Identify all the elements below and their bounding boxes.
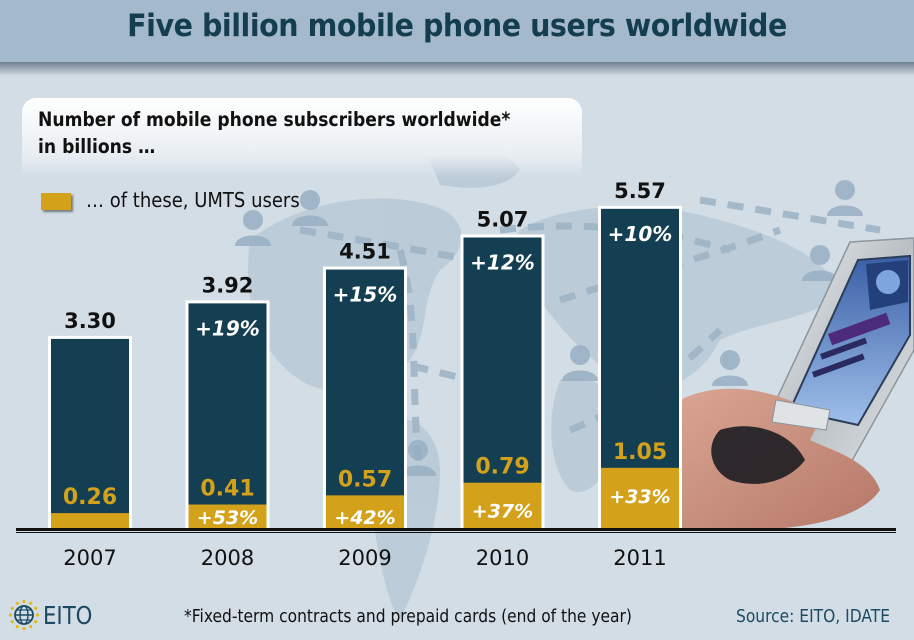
total-value-label-2010: 5.07 [477, 207, 529, 231]
total-value-label-2011: 5.57 [614, 179, 666, 203]
umts-growth-label-2010: +37% [472, 501, 533, 523]
bar-total-2007 [51, 338, 129, 528]
globe-with-stars-icon [8, 599, 40, 631]
umts-value-label-2011: 1.05 [613, 440, 667, 465]
total-value-label-2008: 3.92 [202, 273, 254, 297]
x-tick-label-2010: 2010 [476, 546, 529, 570]
header-shadow [0, 62, 914, 76]
legend-label-umts: … of these, UMTS users [86, 188, 300, 212]
subtitle-line-2: in billions … [38, 135, 156, 158]
total-growth-label-2011: +10% [608, 222, 673, 246]
logo-text: EITO [43, 600, 93, 630]
umts-growth-label-2009: +42% [334, 507, 395, 529]
total-growth-label-2008: +19% [195, 316, 260, 340]
x-tick-label-2009: 2009 [338, 546, 391, 570]
total-growth-label-2009: +15% [333, 283, 398, 307]
eito-logo: EITO [8, 598, 101, 632]
umts-value-label-2009: 0.57 [338, 467, 392, 492]
umts-growth-label-2011: +33% [609, 486, 670, 508]
total-growth-label-2010: +12% [470, 250, 535, 274]
bar-total-2010 [463, 237, 542, 528]
x-axis-line [16, 528, 896, 531]
page-title: Five billion mobile phone users worldwid… [127, 8, 787, 44]
bar-umts-2011 [601, 467, 679, 528]
bar-total-2009 [326, 269, 404, 528]
total-value-label-2007: 3.30 [64, 309, 116, 333]
bar-total-2008 [188, 303, 267, 528]
x-tick-label-2008: 2008 [201, 546, 254, 570]
source-credit: Source: EITO, IDATE [736, 606, 890, 627]
chart-subtitle: Number of mobile phone subscribers world… [38, 106, 510, 160]
x-tick-label-2007: 2007 [63, 546, 116, 570]
x-tick-label-2011: 2011 [613, 546, 666, 570]
umts-value-label-2008: 0.41 [200, 477, 254, 502]
footnote: *Fixed-term contracts and prepaid cards … [184, 606, 632, 627]
bar-umts-2007 [51, 513, 129, 528]
bar-umts-2009 [326, 495, 404, 528]
umts-growth-label-2008: +53% [197, 507, 258, 529]
header-band [0, 0, 914, 62]
subtitle-panel [22, 98, 582, 178]
hand-holding-mobile-phone-icon [680, 237, 914, 530]
subtitle-line-1: Number of mobile phone subscribers world… [38, 108, 511, 131]
legend-swatch-umts [41, 193, 71, 210]
bar-umts-2008 [188, 504, 267, 528]
bar-umts-2010 [463, 482, 542, 528]
umts-value-label-2010: 0.79 [475, 455, 529, 480]
umts-value-label-2007: 0.26 [63, 485, 117, 510]
bars-group: 3.30 0.26 2007 3.92 +19% 0.41 +53% 2008 4.51 +15%… [48, 179, 682, 570]
total-value-label-2009: 4.51 [339, 240, 391, 264]
x-axis-line-secondary [16, 532, 896, 533]
